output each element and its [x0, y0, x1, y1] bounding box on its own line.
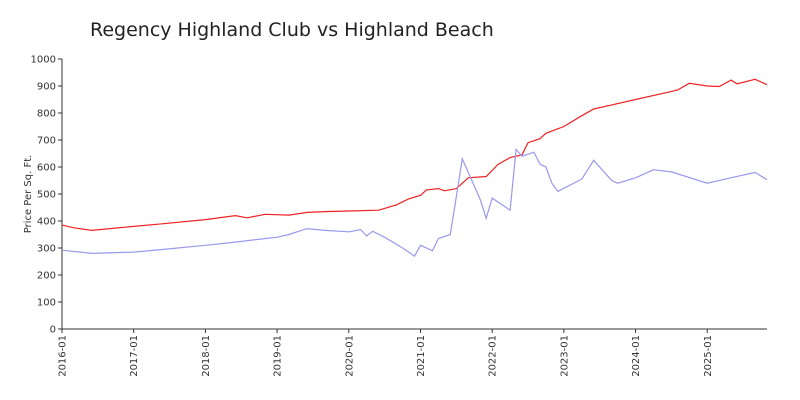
line-series: [61, 147, 768, 257]
chart-title: Regency Highland Club vs Highland Beach: [90, 19, 494, 41]
x-tick-label: 2024-01: [631, 335, 642, 377]
x-tick-label: 2017-01: [129, 335, 140, 377]
line-series: [61, 78, 768, 232]
y-axis-label: Price Per Sq. Ft.: [23, 155, 34, 234]
y-tick-label: 1000: [31, 55, 56, 66]
x-tick-label: 2022-01: [488, 335, 499, 377]
y-tick-label: 0: [50, 325, 56, 336]
x-tick-label: 2021-01: [416, 335, 427, 377]
x-tick-label: 2019-01: [273, 335, 284, 377]
y-tick-label: 600: [37, 163, 56, 174]
y-tick-label: 300: [37, 244, 56, 255]
y-tick-label: 100: [37, 298, 56, 309]
x-tick-label: 2016-01: [58, 335, 69, 377]
y-tick-label: 800: [37, 109, 56, 120]
x-tick-label: 2018-01: [201, 335, 212, 377]
x-tick-label: 2023-01: [559, 335, 570, 377]
y-tick-label: 500: [37, 190, 56, 201]
y-tick-label: 900: [37, 82, 56, 93]
y-tick-label: 700: [37, 136, 56, 147]
y-tick-label: 200: [37, 271, 56, 282]
y-tick-label: 400: [37, 217, 56, 228]
x-tick-label: 2020-01: [344, 335, 355, 377]
x-tick-label: 2025-01: [703, 335, 714, 377]
